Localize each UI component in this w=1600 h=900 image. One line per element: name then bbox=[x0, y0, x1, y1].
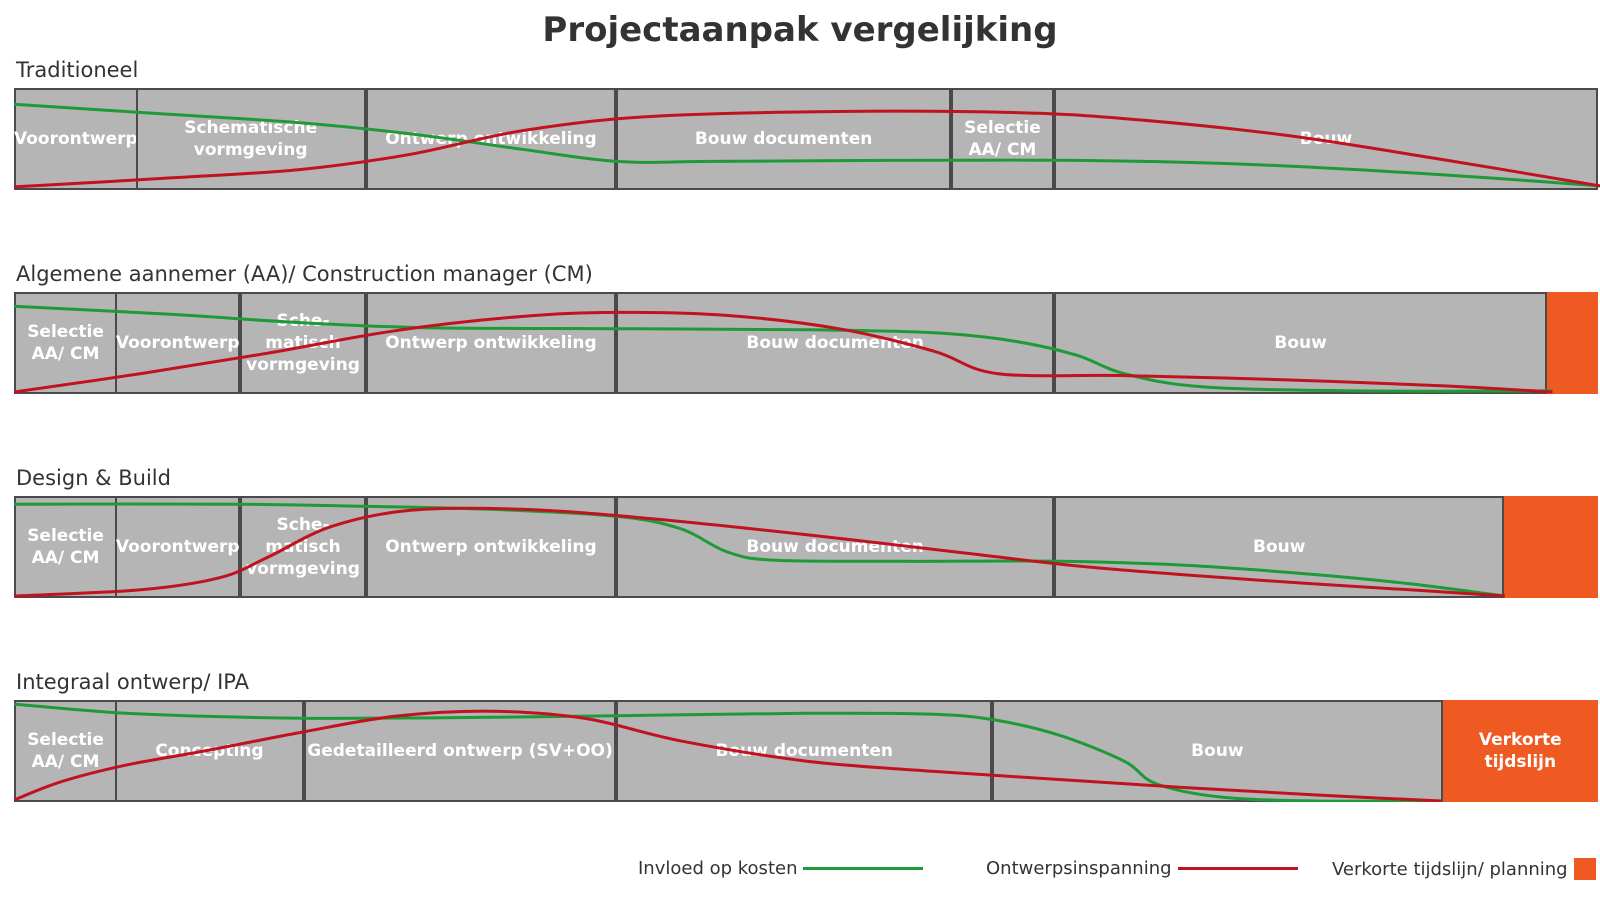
legend-green-line bbox=[803, 867, 924, 870]
phase-label: Bouw documenten bbox=[746, 332, 924, 353]
legend-orange-label: Verkorte tijdslijn/ planning bbox=[1332, 858, 1568, 880]
phase-segment: Selectie AA/ CM bbox=[14, 496, 118, 598]
legend-red-line bbox=[1177, 867, 1298, 870]
phase-label: Sche- matisch vormgeving bbox=[246, 310, 360, 376]
phase-label: Sche- matisch vormgeving bbox=[246, 514, 360, 580]
legend-verkorte-tijdslijn: Verkorte tijdslijn/ planning bbox=[1332, 858, 1596, 880]
phase-segment: Bouw documenten bbox=[616, 700, 993, 802]
row-design-build: Selectie AA/ CM Voorontwerp Sche- matisch … bbox=[14, 496, 1600, 598]
row-traditioneel: Voorontwerp Schematische vormgeving Ontwer… bbox=[14, 88, 1600, 190]
legend-invloed-op-kosten: Invloed op kosten bbox=[638, 858, 924, 879]
phase-segment: Ontwerp ontwikkeling bbox=[365, 88, 617, 190]
phase-segment: Bouw bbox=[1054, 88, 1598, 190]
phase-segment: Selectie AA/ CM bbox=[14, 292, 118, 394]
phase-label: Verkorte tijdslijn bbox=[1478, 729, 1562, 772]
phase-label: Voorontwerp bbox=[115, 536, 240, 557]
phase-segment: Bouw bbox=[1054, 292, 1548, 394]
phase-label: Selectie AA/ CM bbox=[27, 321, 104, 364]
phase-segment: Gedetailleerd ontwerp (SV+OO) bbox=[303, 700, 617, 802]
phase-label: Bouw bbox=[1299, 128, 1353, 149]
phase-label: Selectie AA/ CM bbox=[27, 729, 104, 772]
legend-ontwerpsinspanning: Ontwerpsinspanning bbox=[986, 858, 1298, 879]
phase-label: Bouw bbox=[1191, 740, 1244, 761]
phase-segment: Bouw documenten bbox=[616, 496, 1054, 598]
phase-label: Concepting bbox=[155, 740, 264, 761]
phase-label: Bouw documenten bbox=[694, 128, 873, 149]
phase-segment: Voorontwerp bbox=[115, 292, 241, 394]
row-integraal: Selectie AA/ CM Concepting Gedetailleerd o… bbox=[14, 700, 1600, 802]
phase-label: Gedetailleerd ontwerp (SV+OO) bbox=[307, 740, 613, 761]
phase-segment: Selectie AA/ CM bbox=[950, 88, 1054, 190]
phase-verkorte-tijdslijn: Verkorte tijdslijn bbox=[1442, 700, 1598, 802]
phase-label: Ontwerp ontwikkeling bbox=[385, 128, 597, 149]
row-label-integraal: Integraal ontwerp/ IPA bbox=[16, 670, 249, 694]
row-label-design-build: Design & Build bbox=[16, 466, 171, 490]
phase-segment: Bouw bbox=[1054, 496, 1505, 598]
phase-label: Bouw bbox=[1252, 536, 1306, 557]
phase-segment: Concepting bbox=[115, 700, 304, 802]
phase-verkorte-tijdslijn bbox=[1547, 292, 1598, 394]
legend-green-label: Invloed op kosten bbox=[638, 858, 798, 879]
phase-segment: Bouw documenten bbox=[616, 88, 951, 190]
phase-segment: Bouw bbox=[992, 700, 1443, 802]
phase-label: Bouw bbox=[1274, 332, 1327, 353]
phase-segment: Bouw documenten bbox=[616, 292, 1054, 394]
phase-segment: Sche- matisch vormgeving bbox=[240, 496, 366, 598]
phase-verkorte-tijdslijn bbox=[1504, 496, 1598, 598]
row-label-traditioneel: Traditioneel bbox=[16, 58, 139, 82]
phase-label: Bouw documenten bbox=[715, 740, 893, 761]
row-label-aa-cm: Algemene aannemer (AA)/ Construction man… bbox=[16, 262, 593, 286]
phase-segment: Selectie AA/ CM bbox=[14, 700, 118, 802]
phase-label: Voorontwerp bbox=[115, 332, 240, 353]
page-title: Projectaanpak vergelijking bbox=[542, 10, 1058, 50]
phase-segment: Ontwerp ontwikkeling bbox=[365, 496, 617, 598]
phase-segment: Sche- matisch vormgeving bbox=[240, 292, 366, 394]
phase-label: Selectie AA/ CM bbox=[27, 525, 104, 568]
legend-orange-swatch bbox=[1573, 858, 1596, 880]
row-aa-cm: Selectie AA/ CM Voorontwerp Sche- matisch … bbox=[14, 292, 1600, 394]
phase-label: Schematische vormgeving bbox=[184, 117, 318, 160]
phase-segment: Voorontwerp bbox=[115, 496, 241, 598]
phase-segment: Schematische vormgeving bbox=[135, 88, 366, 190]
phase-label: Voorontwerp bbox=[14, 128, 138, 149]
phase-segment: Voorontwerp bbox=[14, 88, 138, 190]
phase-label: Bouw documenten bbox=[746, 536, 924, 557]
legend-red-label: Ontwerpsinspanning bbox=[986, 858, 1172, 879]
phase-label: Ontwerp ontwikkeling bbox=[385, 332, 597, 353]
phase-segment: Ontwerp ontwikkeling bbox=[365, 292, 617, 394]
phase-label: Selectie AA/ CM bbox=[964, 117, 1041, 160]
phase-label: Ontwerp ontwikkeling bbox=[385, 536, 597, 557]
